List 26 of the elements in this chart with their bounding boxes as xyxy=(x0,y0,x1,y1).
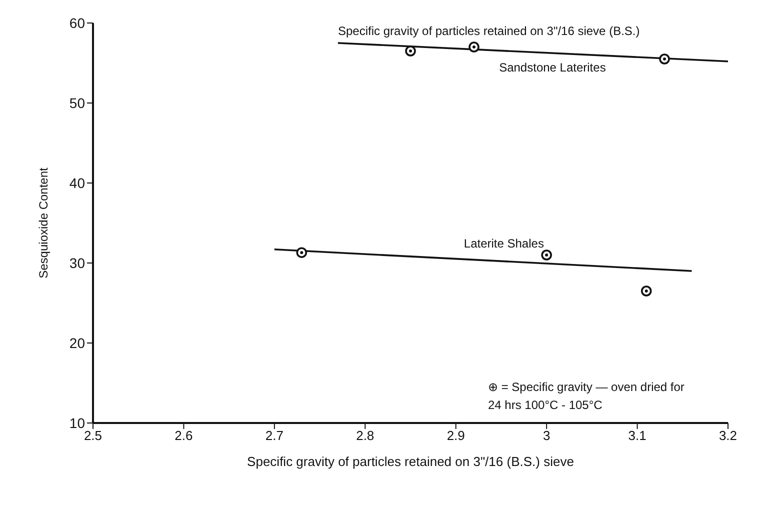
x-tick-label: 3 xyxy=(542,428,550,444)
x-tick-label: 3.2 xyxy=(718,428,738,444)
x-tick-label: 2.6 xyxy=(174,428,193,444)
annotation: Specific gravity of particles retained on 3"/16 sieve (B.S.) xyxy=(338,24,641,38)
y-tick-label: 50 xyxy=(69,94,86,111)
point xyxy=(541,250,552,260)
point xyxy=(640,286,652,296)
y-tick-label: 60 xyxy=(69,14,86,31)
y-tick-label: 30 xyxy=(69,254,86,271)
y-tick-label: 20 xyxy=(69,334,86,351)
point xyxy=(659,54,670,64)
x-tick-label: 2.8 xyxy=(356,428,374,444)
series-label: Laterite Shales xyxy=(464,236,544,250)
x-tick-label: 3.1 xyxy=(628,428,646,444)
y-tick-label: 40 xyxy=(69,174,86,191)
y-axis-title: Sesquioxide Content xyxy=(36,166,50,278)
x-tick-label: 2.9 xyxy=(446,428,465,444)
series-label: Sandstone Laterites xyxy=(499,60,606,75)
x-tick-label: 2.5 xyxy=(84,428,102,444)
annotation: ⊕ = Specific gravity — oven dried for 24 hrs 100°C - 105°C xyxy=(488,379,686,414)
point xyxy=(468,42,480,52)
y-tick-label: 10 xyxy=(69,414,86,431)
point xyxy=(405,46,416,56)
point xyxy=(296,247,308,258)
x-axis-title: Specific gravity of particles retained on 3"/16 (B.S.) sieve xyxy=(247,454,574,469)
x-tick-label: 2.7 xyxy=(265,428,284,444)
